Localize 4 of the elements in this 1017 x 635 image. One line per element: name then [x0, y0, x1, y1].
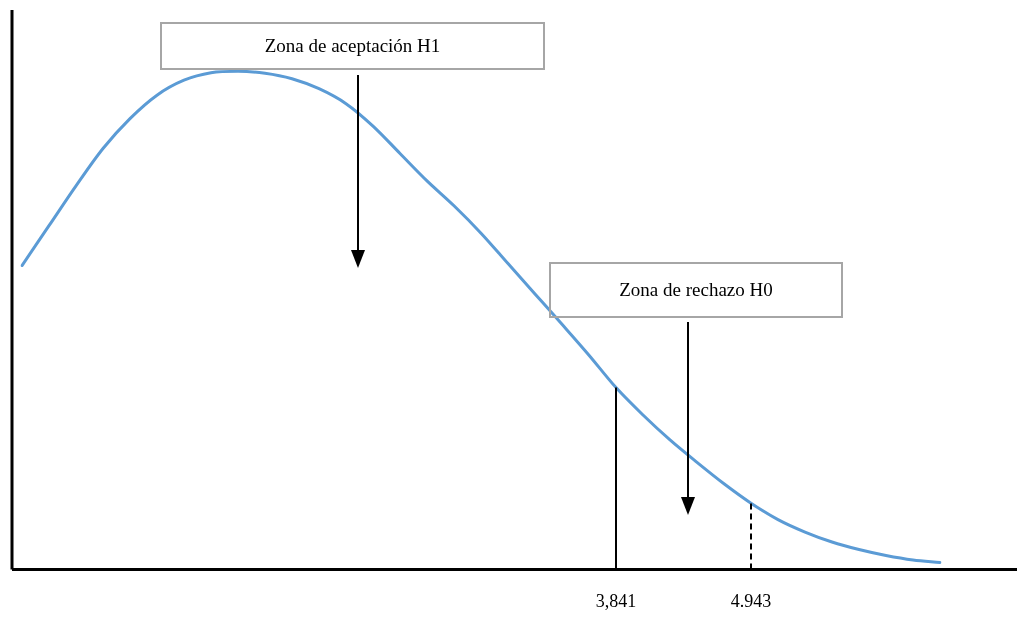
- annotation: Zona de rechazo H0: [549, 262, 843, 318]
- text: Zona de aceptación H1: [160, 22, 545, 70]
- x-tick-label: 4.943: [730, 590, 772, 611]
- x-tick-label: 3,841: [595, 590, 637, 611]
